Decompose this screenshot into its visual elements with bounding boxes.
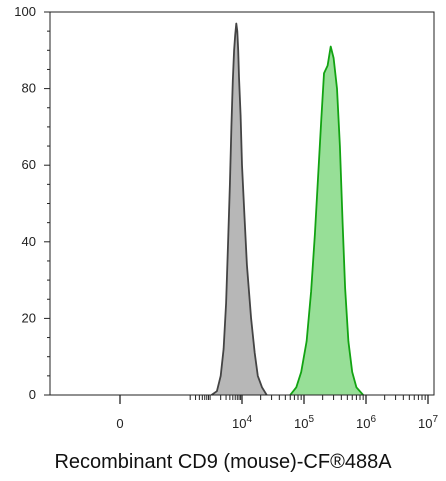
y-tick-label-80: 80 xyxy=(22,81,36,96)
y-tick-label-100: 100 xyxy=(14,4,36,19)
histogram-fill-2 xyxy=(290,46,364,395)
y-tick-label-60: 60 xyxy=(22,157,36,172)
x-tick-exponent: 5 xyxy=(308,414,314,425)
x-axis-title: Recombinant CD9 (mouse)-CF®488A xyxy=(54,451,392,473)
x-tick-label-0: 0 xyxy=(116,416,123,431)
x-tick-label-10000: 104 xyxy=(232,414,252,431)
y-tick-label-20: 20 xyxy=(22,310,36,325)
x-tick-label-100000: 105 xyxy=(294,414,314,431)
histogram-line-2 xyxy=(289,45,364,396)
x-tick-exponent: 4 xyxy=(246,414,252,425)
axes-layer xyxy=(44,11,435,404)
series-layer xyxy=(210,22,364,396)
histogram-fill-1 xyxy=(211,23,267,395)
x-tick-label-10000000: 107 xyxy=(418,414,438,431)
histogram-line-1 xyxy=(210,22,268,396)
x-tick-exponent: 6 xyxy=(370,414,376,425)
x-tick-label-1000000: 106 xyxy=(356,414,376,431)
y-tick-label-0: 0 xyxy=(29,387,36,402)
x-tick-exponent: 7 xyxy=(432,414,438,425)
y-tick-label-40: 40 xyxy=(22,234,36,249)
